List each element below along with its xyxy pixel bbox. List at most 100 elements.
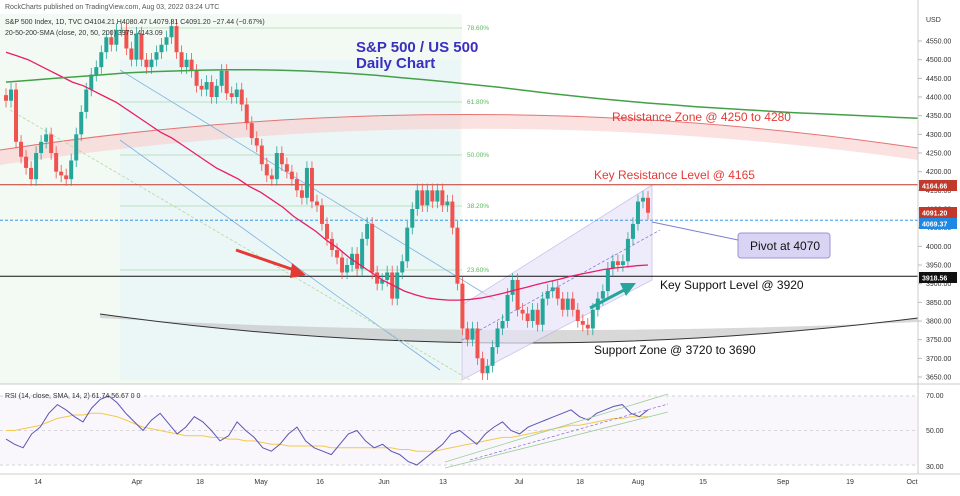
candle-body — [149, 59, 154, 68]
candle-body — [550, 287, 555, 292]
price-tick-label: 3700.00 — [926, 356, 951, 363]
rsi-line — [5, 395, 649, 466]
candle-body — [219, 70, 224, 86]
candle-body — [104, 37, 109, 53]
candle-body — [430, 190, 435, 202]
candle-body — [234, 89, 239, 97]
candle-body — [465, 328, 470, 340]
candle-body — [460, 283, 465, 329]
candle-body — [515, 279, 520, 310]
candle-body — [259, 145, 264, 165]
candle-body — [570, 298, 575, 310]
candle-body — [179, 52, 184, 68]
candle-body — [49, 134, 54, 153]
resistance-zone-label: Resistance Zone @ 4250 to 4280 — [612, 110, 791, 124]
pivot-label: Pivot at 4070 — [750, 239, 820, 253]
candle-body — [635, 201, 640, 224]
candle-body — [520, 309, 525, 314]
last-price-box — [919, 207, 957, 218]
rsi-trend-upper — [444, 393, 669, 463]
time-tick-label: Aug — [632, 479, 645, 486]
candle-body — [565, 298, 570, 310]
candle-body — [114, 29, 119, 45]
candle-body — [144, 59, 149, 68]
candle-body — [69, 160, 74, 180]
candle-body — [39, 141, 44, 153]
up-channel — [461, 184, 653, 381]
candle-body — [89, 74, 94, 90]
time-tick-label: 18 — [196, 479, 204, 486]
candle-body — [254, 138, 259, 146]
price-tick-label: 4200.00 — [926, 169, 951, 176]
candle-body — [510, 279, 515, 295]
candle-body — [420, 190, 425, 206]
sma-long-line — [5, 68, 919, 120]
price-tick-label: 3650.00 — [926, 375, 951, 382]
candle-body — [304, 167, 309, 198]
candle-body — [425, 190, 430, 206]
sma-short-line — [5, 51, 649, 301]
rsi-trend-mid — [469, 403, 669, 461]
down-channel-bottom — [119, 139, 441, 371]
candle-body — [575, 309, 580, 321]
price-tick-label: 4550.00 — [926, 39, 951, 46]
candle-body — [365, 223, 370, 239]
candles — [4, 19, 650, 380]
currency-label: USD — [926, 17, 941, 24]
candle-body — [475, 328, 480, 359]
candle-body — [319, 205, 324, 224]
time-tick-label: 15 — [699, 479, 707, 486]
pivot-price: 4069.37 — [922, 222, 947, 229]
candle-body — [370, 223, 375, 273]
candle-body — [299, 190, 304, 198]
price-tick-label: 4400.00 — [926, 95, 951, 102]
time-tick-label: 13 — [439, 479, 447, 486]
candle-body — [239, 89, 244, 105]
fib-label: 78.60% — [467, 25, 489, 32]
candle-body — [620, 261, 625, 265]
pivot-connector — [651, 221, 739, 241]
candle-body — [54, 153, 59, 172]
time-tick-label: 18 — [576, 479, 584, 486]
candle-body — [34, 153, 39, 180]
fib-label: 61.80% — [467, 99, 489, 106]
candle-body — [174, 26, 179, 53]
candle-body — [289, 171, 294, 180]
candle-body — [640, 197, 645, 202]
candle-body — [345, 265, 350, 273]
candle-body — [74, 134, 79, 161]
price-tick-label: 4500.00 — [926, 57, 951, 64]
candle-body — [440, 190, 445, 206]
candle-body — [119, 29, 124, 31]
rsi-axis-top: 70.00 — [926, 393, 944, 400]
bearish-arrow — [235, 248, 301, 274]
candle-body — [204, 82, 209, 90]
candle-body — [585, 324, 590, 329]
key-support-label: Key Support Level @ 3920 — [660, 278, 804, 292]
candle-body — [269, 175, 274, 180]
candle-body — [415, 190, 420, 209]
arrows — [235, 248, 636, 310]
candle-body — [525, 313, 530, 321]
candle-body — [139, 33, 144, 60]
fib-label: 23.60% — [467, 267, 489, 274]
candle-body — [380, 279, 385, 284]
time-tick-label: 14 — [34, 479, 42, 486]
candle-body — [490, 347, 495, 366]
chart-title-line2: Daily Chart — [356, 55, 435, 72]
time-axis[interactable]: 14 Apr 18 May 16 Jun 13 Jul 18 Aug 15 Sep 19 Oct — [34, 479, 917, 486]
candle-body — [405, 227, 410, 262]
candle-body — [480, 358, 485, 374]
candle-body — [625, 238, 630, 262]
candle-body — [59, 171, 64, 176]
candle-body — [540, 298, 545, 325]
rsi-axis-bottom: 30.00 — [926, 464, 944, 471]
candle-body — [630, 223, 635, 239]
down-channel-mid — [9, 109, 471, 381]
candle-body — [9, 89, 14, 101]
moving-averages — [5, 51, 919, 301]
price-tick-label: 3850.00 — [926, 300, 951, 307]
candle-body — [244, 104, 249, 124]
candle-body — [335, 250, 340, 258]
